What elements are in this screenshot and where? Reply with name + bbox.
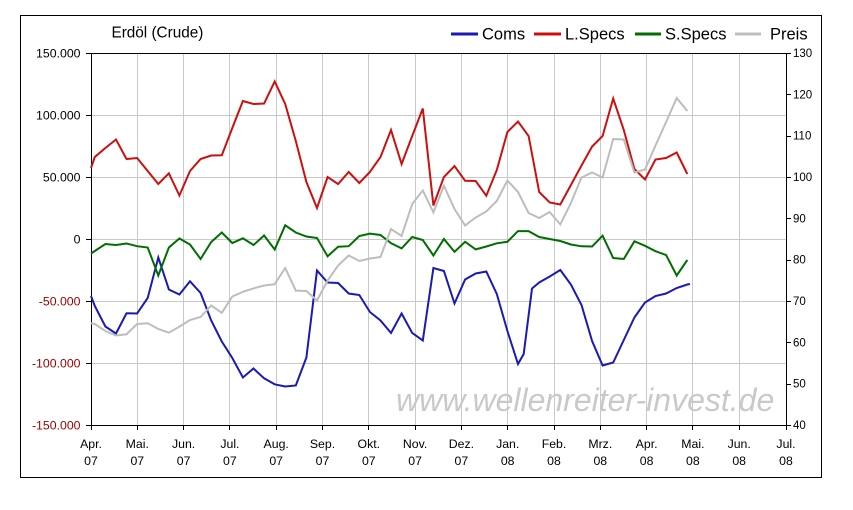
- svg-text:80: 80: [793, 255, 806, 267]
- svg-text:Jul.: Jul.: [776, 437, 795, 451]
- svg-text:Jun.: Jun.: [172, 437, 195, 451]
- svg-text:Preis: Preis: [770, 26, 808, 44]
- svg-text:Apr.: Apr.: [80, 437, 102, 451]
- svg-text:08: 08: [593, 454, 607, 468]
- svg-text:L.Specs: L.Specs: [565, 26, 625, 44]
- svg-text:www.wellenreiter-invest.de: www.wellenreiter-invest.de: [396, 382, 774, 418]
- svg-text:Okt.: Okt.: [358, 437, 381, 451]
- svg-text:07: 07: [408, 454, 422, 468]
- svg-text:07: 07: [223, 454, 237, 468]
- svg-text:Jan.: Jan.: [496, 437, 519, 451]
- svg-text:130: 130: [793, 48, 812, 60]
- svg-text:Dez.: Dez.: [449, 437, 474, 451]
- svg-text:-50.000: -50.000: [39, 295, 81, 309]
- svg-text:Coms: Coms: [482, 26, 525, 44]
- svg-text:-100.000: -100.000: [32, 357, 81, 371]
- svg-text:120: 120: [793, 89, 812, 101]
- svg-text:50: 50: [793, 379, 806, 391]
- svg-text:Jul.: Jul.: [220, 437, 239, 451]
- svg-text:Apr.: Apr.: [636, 437, 658, 451]
- svg-text:0: 0: [74, 233, 81, 247]
- svg-text:40: 40: [793, 420, 806, 432]
- svg-text:08: 08: [640, 454, 654, 468]
- svg-text:07: 07: [269, 454, 283, 468]
- svg-text:Mrz.: Mrz.: [588, 437, 612, 451]
- svg-text:90: 90: [793, 213, 806, 225]
- svg-text:70: 70: [793, 296, 806, 308]
- svg-text:08: 08: [547, 454, 561, 468]
- svg-text:Mai.: Mai.: [681, 437, 704, 451]
- svg-text:07: 07: [362, 454, 376, 468]
- svg-text:Mai.: Mai.: [126, 437, 149, 451]
- svg-text:07: 07: [316, 454, 330, 468]
- svg-text:07: 07: [177, 454, 191, 468]
- svg-text:08: 08: [501, 454, 515, 468]
- svg-text:Feb.: Feb.: [542, 437, 567, 451]
- svg-text:08: 08: [686, 454, 700, 468]
- svg-text:Sep.: Sep.: [310, 437, 335, 451]
- svg-text:S.Specs: S.Specs: [665, 26, 726, 44]
- svg-text:Jun.: Jun.: [728, 437, 751, 451]
- svg-text:150.000: 150.000: [36, 47, 81, 61]
- svg-text:Erdöl (Crude): Erdöl (Crude): [112, 25, 204, 42]
- svg-text:110: 110: [793, 131, 811, 143]
- svg-text:50.000: 50.000: [43, 171, 81, 185]
- svg-text:08: 08: [779, 454, 793, 468]
- svg-text:07: 07: [130, 454, 144, 468]
- svg-text:100: 100: [793, 172, 812, 184]
- svg-text:Nov.: Nov.: [403, 437, 427, 451]
- svg-text:60: 60: [793, 337, 806, 349]
- svg-text:07: 07: [455, 454, 469, 468]
- svg-text:100.000: 100.000: [36, 109, 81, 123]
- svg-text:08: 08: [732, 454, 746, 468]
- svg-text:Aug.: Aug.: [264, 437, 289, 451]
- svg-text:-150.000: -150.000: [32, 419, 81, 433]
- svg-text:07: 07: [84, 454, 98, 468]
